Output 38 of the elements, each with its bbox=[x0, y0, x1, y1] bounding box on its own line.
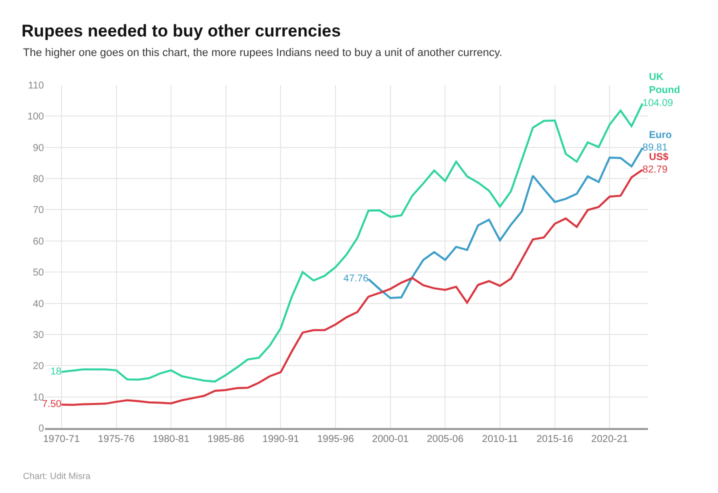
x-tick-label: 1990-91 bbox=[262, 434, 300, 445]
y-tick-label: 110 bbox=[28, 80, 44, 92]
x-tick-label: 1970-71 bbox=[43, 434, 80, 445]
text: Chart: Udit Misra bbox=[23, 471, 91, 481]
chart-subtitle: The higher one goes on this chart, the more rupees Indians need to buy a unit of another currency. bbox=[23, 47, 502, 59]
x-tick-label: 1980-81 bbox=[152, 434, 190, 445]
series-label: US$ bbox=[649, 152, 669, 163]
y-tick-label: 100 bbox=[27, 112, 44, 123]
data-label: 82.79 bbox=[642, 164, 668, 176]
x-tick-label: 1985-86 bbox=[208, 434, 245, 445]
x-tick-label: 2010-11 bbox=[482, 434, 518, 445]
x-tick-label: 2000-01 bbox=[372, 434, 410, 445]
x-tick-label: 2005-06 bbox=[426, 434, 464, 445]
y-tick-label: 40 bbox=[32, 298, 44, 310]
x-tick-label: 2015-16 bbox=[536, 434, 574, 445]
x-tick-label: 1975-76 bbox=[98, 434, 136, 445]
data-label: 104.09 bbox=[642, 98, 674, 109]
data-label: 89.81 bbox=[642, 142, 668, 154]
y-tick-label: 90 bbox=[32, 142, 44, 154]
data-label: 7.50 bbox=[42, 399, 62, 410]
y-tick-label: 30 bbox=[32, 330, 44, 341]
x-tick-label: 2020-21 bbox=[591, 434, 628, 445]
x-tick-label: 1995-96 bbox=[317, 434, 354, 445]
y-tick-label: 50 bbox=[32, 268, 44, 279]
series-label: UK Pound bbox=[649, 72, 680, 96]
y-tick-label: 80 bbox=[32, 174, 44, 186]
y-tick-label: 20 bbox=[32, 361, 44, 372]
chart-title: Rupees needed to buy other currencies bbox=[22, 22, 341, 41]
y-tick-label: 70 bbox=[32, 205, 44, 216]
y-tick-label: 0 bbox=[38, 424, 44, 434]
y-tick-label: 60 bbox=[32, 236, 44, 248]
line-series bbox=[60, 168, 644, 406]
series-label: Euro bbox=[649, 130, 672, 141]
data-label: 18 bbox=[50, 366, 62, 378]
line-series bbox=[367, 146, 644, 299]
line-series bbox=[60, 102, 644, 383]
y-tick-label: 10 bbox=[32, 392, 44, 404]
data-label: 47.76 bbox=[343, 274, 369, 285]
